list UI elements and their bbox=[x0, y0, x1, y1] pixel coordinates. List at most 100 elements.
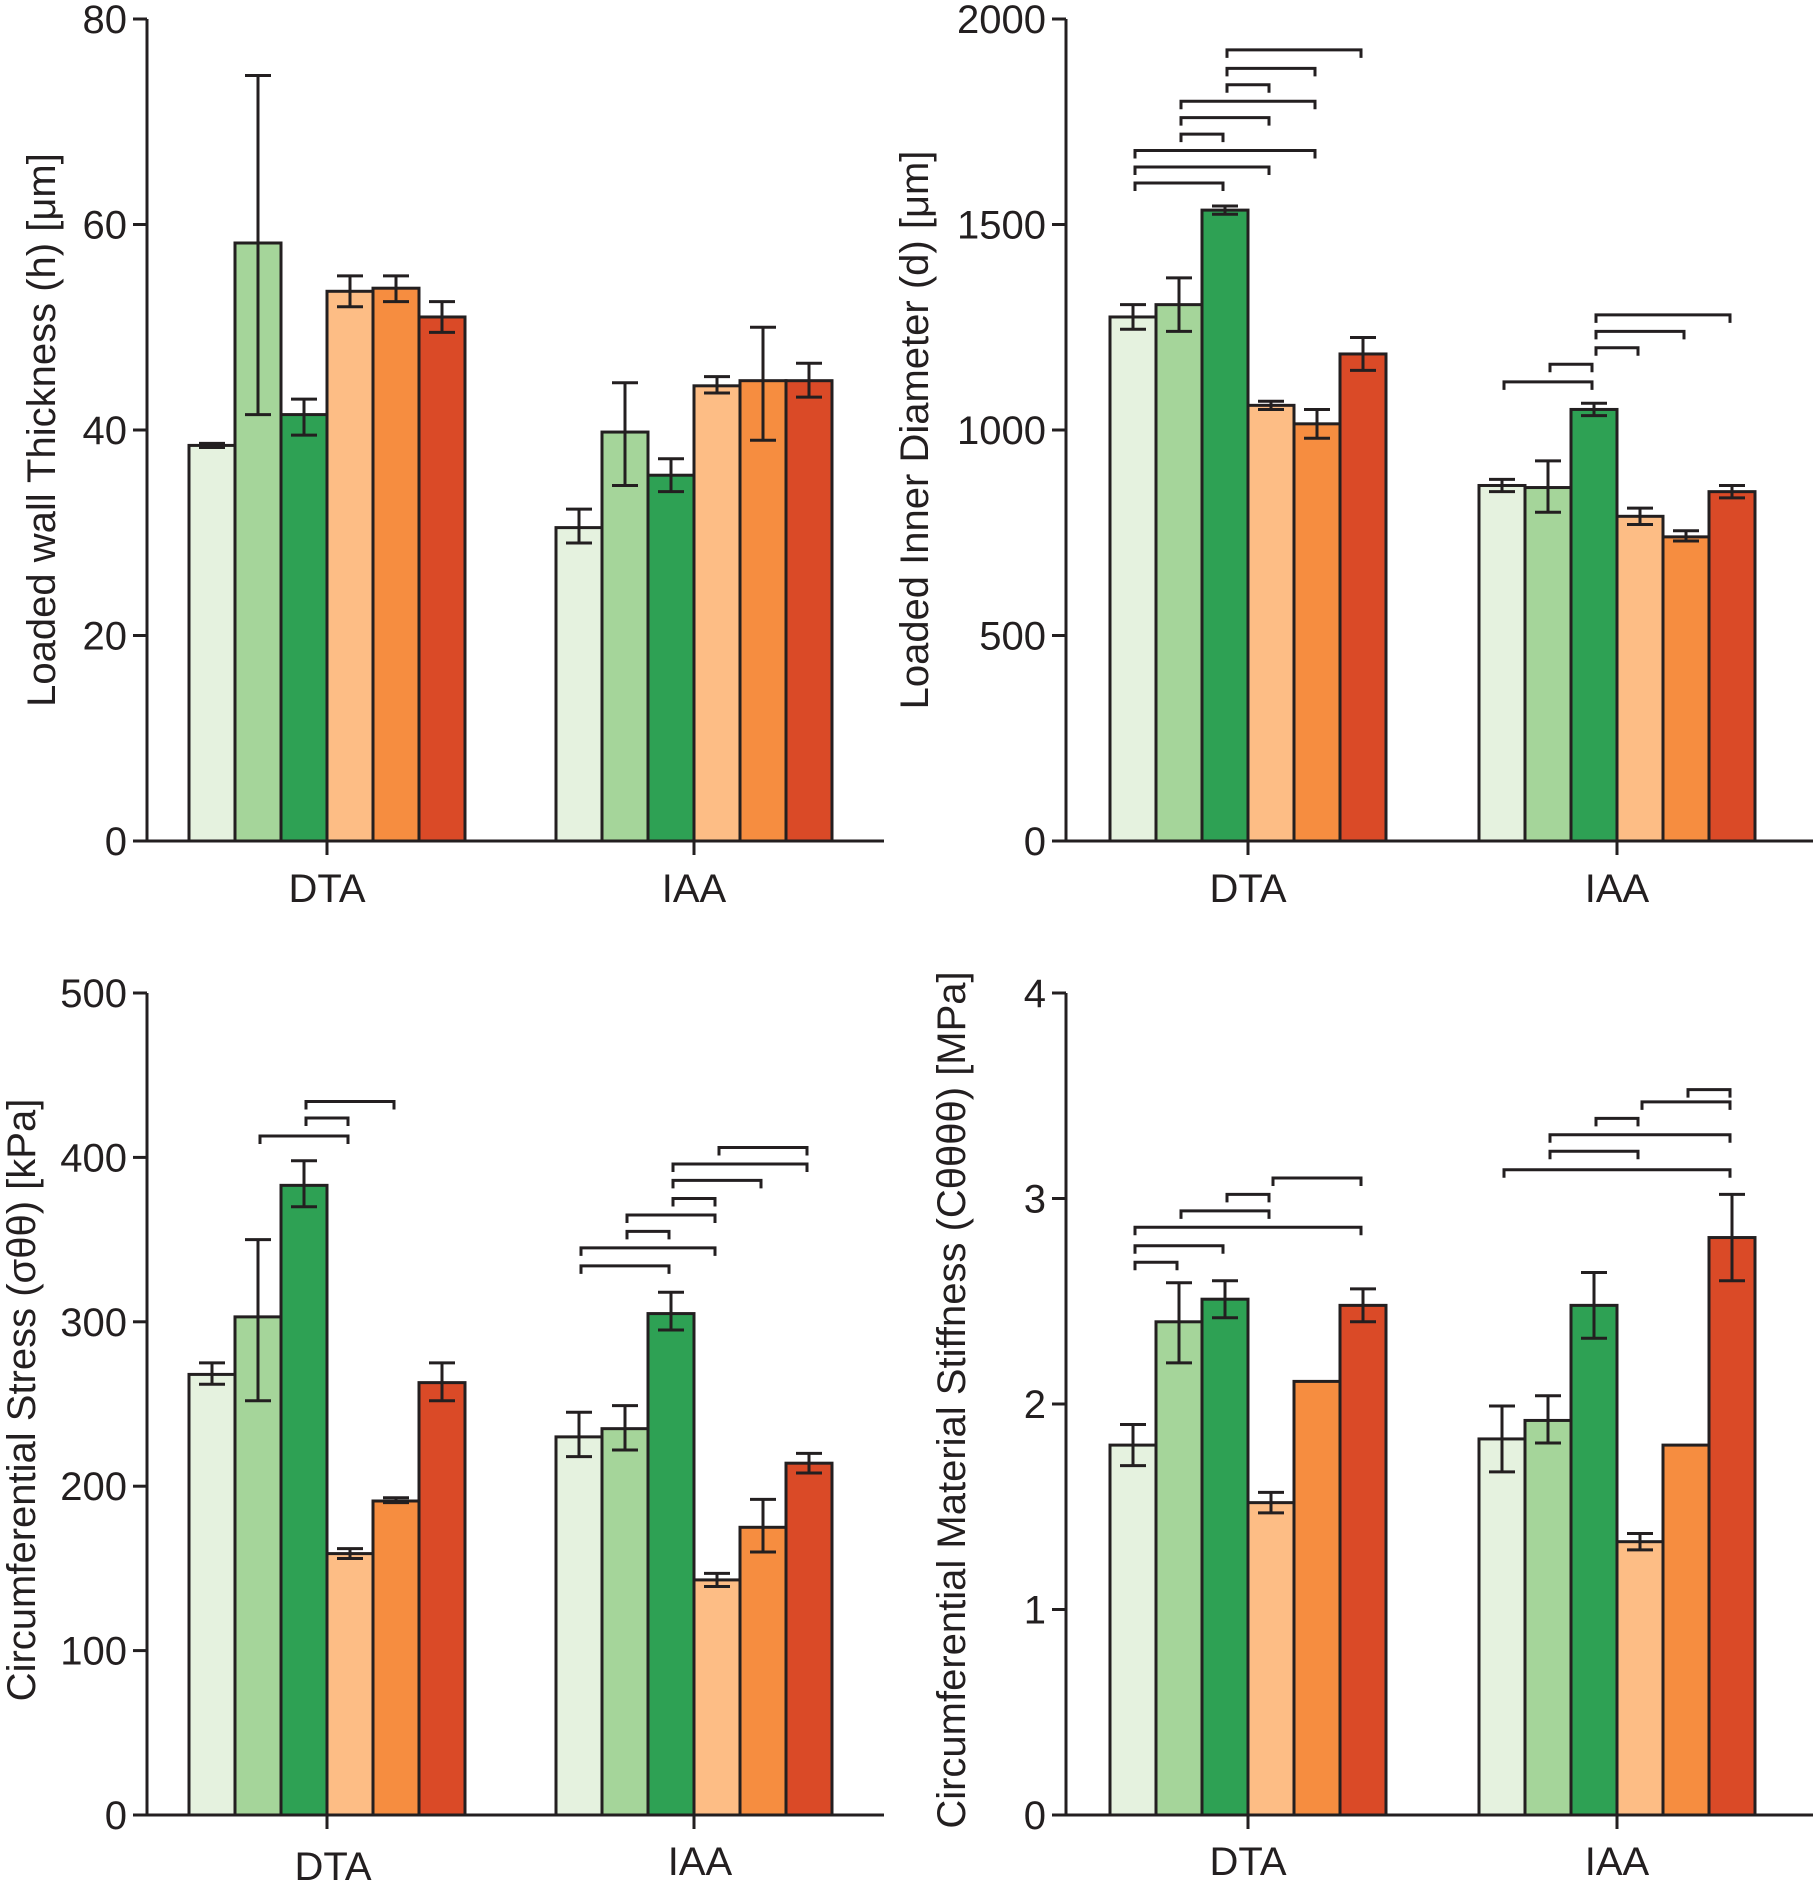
bar bbox=[1154, 303, 1204, 843]
bar bbox=[279, 413, 329, 843]
bar bbox=[1108, 315, 1158, 843]
significance-bracket bbox=[1594, 1116, 1640, 1127]
bar bbox=[1338, 352, 1388, 843]
y-tick-label: 200 bbox=[60, 1465, 127, 1509]
bar bbox=[738, 1525, 788, 1817]
significance-bracket bbox=[625, 1229, 671, 1240]
bar bbox=[1661, 535, 1711, 843]
bar bbox=[187, 443, 237, 843]
significance-bracket bbox=[1594, 329, 1686, 340]
bar bbox=[1246, 1501, 1296, 1817]
significance-bracket bbox=[1179, 132, 1225, 143]
bar bbox=[1523, 486, 1573, 843]
bar bbox=[784, 379, 834, 843]
bar bbox=[371, 286, 421, 843]
y-tick-label: 0 bbox=[1024, 1794, 1046, 1838]
y-tick-label: 20 bbox=[83, 615, 128, 659]
bar bbox=[1569, 407, 1619, 843]
y-tick-label: 500 bbox=[979, 615, 1046, 659]
y-tick-label: 1 bbox=[1024, 1589, 1046, 1633]
category-label-dta: DTA bbox=[288, 867, 365, 911]
significance-bracket bbox=[1686, 1088, 1732, 1098]
significance-bracket bbox=[1133, 1260, 1179, 1271]
category-label-iaa: IAA bbox=[668, 1840, 733, 1884]
panel-inner-diameter: Loaded Inner Diameter (d) [μm] DTA IAA 0… bbox=[893, 0, 1813, 911]
significance-bracket bbox=[1133, 165, 1271, 175]
significance-bracket bbox=[579, 1246, 717, 1256]
bar bbox=[187, 1372, 237, 1817]
y-tick-label: 2000 bbox=[957, 0, 1046, 42]
panel-material-stiffness: Circumferential Material Stiffness (Cθθθ… bbox=[930, 971, 1813, 1884]
y-tick-label: 500 bbox=[60, 972, 127, 1016]
y-tick-label: 1500 bbox=[957, 204, 1046, 248]
bar bbox=[600, 1427, 650, 1817]
category-label-iaa: IAA bbox=[1585, 1840, 1650, 1884]
significance-bracket bbox=[1548, 1149, 1640, 1160]
bar bbox=[600, 430, 650, 843]
y-tick-label: 3 bbox=[1024, 1178, 1046, 1222]
category-label-iaa: IAA bbox=[662, 867, 727, 911]
bar bbox=[554, 1435, 604, 1817]
significance-bracket bbox=[1502, 380, 1594, 390]
significance-bracket bbox=[304, 1100, 396, 1110]
y-axis-label: Loaded wall Thickness (h) [μm] bbox=[20, 153, 64, 707]
significance-bracket bbox=[1133, 149, 1317, 159]
y-axis-label: Circumferential Material Stiffness (Cθθθ… bbox=[930, 971, 974, 1828]
bar bbox=[1615, 514, 1665, 843]
bar bbox=[1108, 1443, 1158, 1817]
bar bbox=[784, 1461, 834, 1817]
category-label-dta: DTA bbox=[1209, 867, 1286, 911]
significance-bracket bbox=[1225, 1192, 1271, 1203]
significance-bracket bbox=[1133, 1244, 1225, 1254]
bar bbox=[325, 289, 375, 843]
significance-bracket bbox=[1548, 362, 1594, 373]
significance-bracket bbox=[671, 1197, 717, 1207]
panel-wall-thickness: Loaded wall Thickness (h) [μm] DTA IAA 0… bbox=[20, 0, 884, 911]
significance-bracket bbox=[1594, 346, 1640, 356]
significance-bracket bbox=[1225, 83, 1271, 93]
bar bbox=[1477, 1437, 1527, 1817]
significance-bracket bbox=[671, 1178, 763, 1189]
bar bbox=[1477, 483, 1527, 843]
significance-bracket bbox=[579, 1264, 671, 1274]
y-tick-label: 300 bbox=[60, 1301, 127, 1345]
y-tick-label: 400 bbox=[60, 1136, 127, 1180]
significance-bracket bbox=[1133, 1225, 1363, 1236]
bar bbox=[1707, 1236, 1757, 1817]
significance-bracket bbox=[717, 1146, 809, 1156]
bar bbox=[371, 1499, 421, 1817]
significance-bracket bbox=[1640, 1100, 1732, 1110]
y-tick-label: 4 bbox=[1024, 972, 1046, 1016]
y-tick-label: 40 bbox=[83, 409, 128, 453]
significance-bracket bbox=[1179, 1209, 1271, 1219]
bar bbox=[1569, 1303, 1619, 1817]
bar bbox=[646, 473, 696, 843]
significance-bracket bbox=[671, 1162, 809, 1172]
y-tick-label: 0 bbox=[105, 1794, 127, 1838]
significance-bracket bbox=[625, 1213, 717, 1223]
bar bbox=[1292, 1379, 1342, 1817]
significance-bracket bbox=[1548, 1133, 1732, 1143]
bar bbox=[325, 1552, 375, 1817]
category-label-iaa: IAA bbox=[1585, 867, 1650, 911]
bar bbox=[1661, 1443, 1711, 1817]
significance-bracket bbox=[1179, 99, 1317, 110]
bar bbox=[1200, 1297, 1250, 1817]
significance-bracket bbox=[304, 1116, 350, 1126]
bar bbox=[1523, 1418, 1573, 1817]
y-tick-label: 0 bbox=[105, 820, 127, 864]
bar bbox=[1200, 208, 1250, 843]
bar bbox=[1154, 1320, 1204, 1817]
bar bbox=[1292, 422, 1342, 843]
y-tick-label: 80 bbox=[83, 0, 128, 42]
category-label-dta: DTA bbox=[294, 1845, 371, 1889]
bar bbox=[417, 1381, 467, 1817]
bar bbox=[279, 1183, 329, 1817]
y-tick-label: 0 bbox=[1024, 820, 1046, 864]
significance-bracket bbox=[1502, 1168, 1732, 1178]
bar bbox=[646, 1312, 696, 1817]
significance-bracket bbox=[258, 1134, 350, 1145]
bar bbox=[1246, 403, 1296, 843]
bar bbox=[554, 526, 604, 843]
